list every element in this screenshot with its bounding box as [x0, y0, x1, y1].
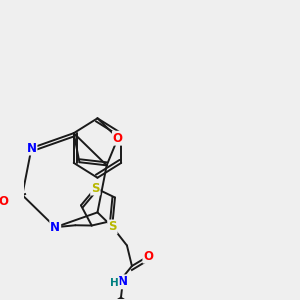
Text: S: S: [91, 182, 100, 194]
Text: S: S: [108, 220, 117, 233]
Text: O: O: [143, 250, 153, 262]
Text: N: N: [118, 275, 128, 288]
Text: N: N: [26, 142, 37, 154]
Text: H: H: [110, 278, 119, 288]
Text: O: O: [113, 132, 123, 145]
Text: O: O: [0, 195, 8, 208]
Text: N: N: [50, 221, 60, 234]
